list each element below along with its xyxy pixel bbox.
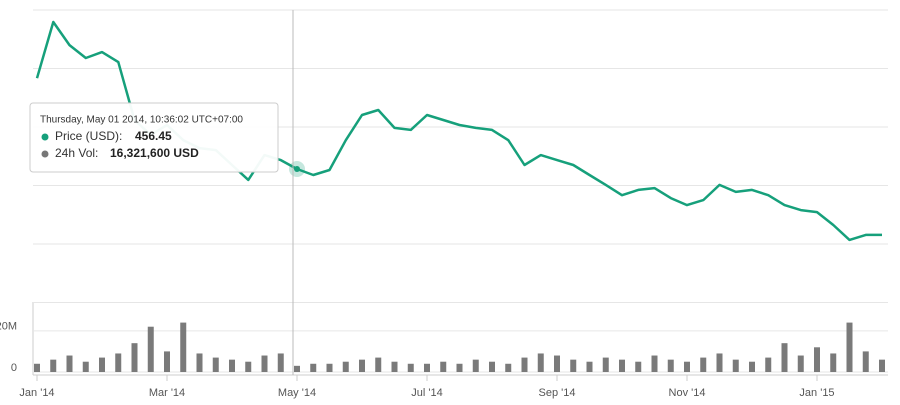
- volume-bar: [164, 351, 170, 372]
- volume-bar: [700, 357, 707, 372]
- volume-bar: [765, 357, 772, 372]
- volume-bar: [342, 361, 349, 372]
- volume-bar: [619, 359, 625, 372]
- volume-bar: [99, 357, 105, 372]
- volume-bar: [667, 359, 674, 372]
- volume-bar: [879, 359, 885, 372]
- volume-bar: [862, 351, 869, 372]
- volume-bar: [749, 361, 755, 372]
- volume-bar: [537, 353, 544, 372]
- volume-bar: [66, 355, 73, 372]
- volume-tick-label: 0: [11, 362, 17, 374]
- x-tick-label: Nov '14: [669, 387, 706, 399]
- x-tick-label: Jul '14: [411, 387, 442, 399]
- hover-point: [294, 165, 300, 172]
- volume-bar: [586, 361, 593, 372]
- volume-bar: [651, 355, 658, 372]
- volume-bar: [229, 359, 235, 372]
- volume-bar: [846, 322, 853, 372]
- volume-bar: [424, 363, 430, 372]
- volume-bar: [261, 355, 268, 372]
- tooltip-price-value: 456.45: [135, 129, 172, 143]
- x-tick-label: Jan '14: [19, 387, 54, 399]
- volume-bar: [359, 359, 365, 372]
- tooltip-volume-dot: [41, 150, 49, 158]
- tooltip-price-dot: [41, 133, 49, 141]
- volume-bar: [489, 361, 495, 372]
- tooltip: Thursday, May 01 2014, 10:36:02 UTC+07:0…: [29, 102, 279, 173]
- volume-bar: [391, 361, 398, 372]
- volume-bar: [456, 363, 463, 372]
- x-tick-label: May '14: [278, 387, 316, 399]
- volume-bar: [602, 357, 609, 372]
- volume-bar: [684, 361, 690, 372]
- volume-bar: [830, 353, 837, 372]
- volume-bar: [294, 365, 300, 372]
- volume-bar: [472, 359, 479, 372]
- marks: 0 20M Jan '14 Mar '14 May '14 Jul '14 Sep '14 N…: [0, 9, 888, 399]
- volume-bar: [212, 357, 219, 372]
- tooltip-box: [29, 102, 279, 173]
- volume-bar: [716, 353, 723, 372]
- volume-bar: [797, 355, 804, 372]
- volume-bar: [407, 363, 414, 372]
- volume-bar: [781, 343, 788, 372]
- volume-bar: [147, 326, 154, 372]
- volume-bar: [570, 359, 577, 372]
- volume-bar: [131, 343, 138, 372]
- volume-bar: [180, 322, 187, 372]
- x-tick-label: Mar '14: [149, 387, 185, 399]
- tooltip-date: Thursday, May 01 2014, 10:36:02 UTC+07:0…: [40, 115, 243, 126]
- volume-bar: [732, 359, 739, 372]
- volume-bar: [375, 357, 382, 372]
- volume-bar: [505, 363, 512, 372]
- volume-bar: [34, 363, 40, 372]
- x-tick-label: Sep '14: [539, 387, 576, 399]
- tooltip-volume-value: 16,321,600 USD: [110, 146, 199, 160]
- volume-bar: [814, 347, 820, 372]
- volume-bar: [310, 363, 317, 372]
- volume-tick-label: 20M: [0, 321, 17, 333]
- volume-bar: [277, 353, 284, 372]
- volume-bar: [115, 353, 122, 372]
- volume-bar: [521, 357, 528, 372]
- tooltip-price-label: Price (USD):: [55, 129, 122, 143]
- volume-bar: [554, 355, 560, 372]
- volume-bar: [196, 353, 203, 372]
- volume-bar: [82, 361, 89, 372]
- volume-bar: [245, 361, 252, 372]
- volume-bar: [326, 363, 333, 372]
- volume-bar: [50, 359, 57, 372]
- volume-bar: [440, 361, 447, 372]
- tooltip-volume-label: 24h Vol:: [55, 146, 98, 160]
- volume-bar: [635, 361, 642, 372]
- x-tick-label: Jan '15: [799, 387, 834, 399]
